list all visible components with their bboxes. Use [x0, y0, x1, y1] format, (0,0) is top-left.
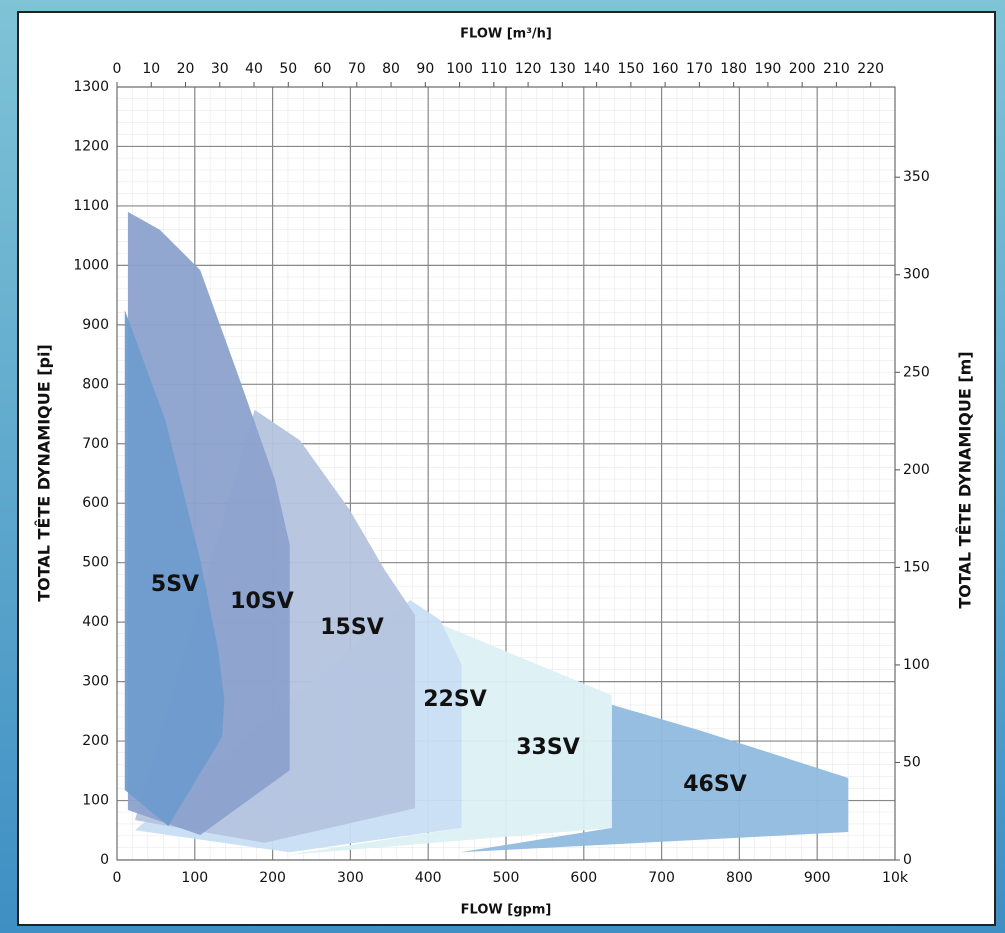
x-tick-label: 800 [726, 870, 753, 886]
x2-tick-label: 0 [113, 61, 122, 77]
x-tick-label: 300 [337, 870, 364, 886]
y-tick-label: 800 [82, 376, 109, 392]
plot-border [116, 86, 896, 861]
x2-tick-label: 30 [211, 61, 229, 77]
x-tick-label: 400 [415, 870, 442, 886]
x-axis-label: FLOW [gpm] [461, 903, 552, 918]
y2-tick-label: 350 [903, 169, 930, 185]
y2-axis-label: TOTAL TÊTE DYNAMIQUE [m] [956, 351, 975, 608]
x2-tick-label: 150 [618, 61, 645, 77]
x2-tick-label: 200 [789, 61, 816, 77]
pump-region [460, 704, 849, 853]
x-tick-label: 10k [882, 870, 909, 886]
x-tick-label: 900 [804, 870, 831, 886]
x2-tick-label: 180 [720, 61, 747, 77]
x2-tick-label: 60 [314, 61, 332, 77]
pump-region [285, 619, 612, 856]
y-tick-label: 1000 [73, 257, 109, 273]
x-tick-label: 600 [570, 870, 597, 886]
y-tick-label: 500 [82, 555, 109, 571]
y-tick-label: 1100 [73, 198, 109, 214]
x2-tick-label: 10 [142, 61, 160, 77]
region-label: 5SV [151, 572, 199, 597]
x-tick-label: 500 [493, 870, 520, 886]
y-tick-label: 300 [82, 674, 109, 690]
region-label: 10SV [230, 589, 294, 614]
x-tick-label: 0 [113, 870, 122, 886]
region-label: 22SV [423, 687, 487, 712]
region-label: 33SV [516, 735, 580, 760]
x2-tick-label: 210 [823, 61, 850, 77]
x2-tick-label: 220 [857, 61, 884, 77]
x2-tick-label: 190 [755, 61, 782, 77]
x2-tick-label: 50 [279, 61, 297, 77]
y2-tick-label: 0 [903, 852, 912, 868]
y-tick-label: 900 [82, 317, 109, 333]
x2-tick-label: 90 [416, 61, 434, 77]
region-label: 15SV [320, 615, 384, 640]
y2-tick-label: 200 [903, 462, 930, 478]
y-tick-label: 0 [100, 852, 109, 868]
y-tick-label: 1300 [73, 79, 109, 95]
x2-tick-label: 160 [652, 61, 679, 77]
y-tick-label: 700 [82, 436, 109, 452]
y2-tick-label: 250 [903, 364, 930, 380]
x2-tick-label: 110 [480, 61, 507, 77]
y2-tick-label: 100 [903, 657, 930, 673]
x2-tick-label: 80 [382, 61, 400, 77]
y2-tick-label: 150 [903, 559, 930, 575]
x-tick-label: 200 [259, 870, 286, 886]
y-tick-label: 600 [82, 495, 109, 511]
x2-axis-label: FLOW [m³/h] [460, 27, 552, 42]
region-label: 46SV [683, 772, 747, 797]
y-tick-label: 200 [82, 733, 109, 749]
x2-tick-label: 140 [583, 61, 610, 77]
x-tick-label: 700 [648, 870, 675, 886]
x2-tick-label: 20 [177, 61, 195, 77]
x2-tick-label: 120 [515, 61, 542, 77]
pump-region [124, 309, 225, 827]
x2-tick-label: 170 [686, 61, 713, 77]
x2-tick-label: 70 [348, 61, 366, 77]
y-axis-label: TOTAL TÊTE DYNAMIQUE [pi] [35, 344, 54, 602]
x-tick-label: 100 [181, 870, 208, 886]
x2-tick-label: 130 [549, 61, 576, 77]
y-tick-label: 1200 [73, 138, 109, 154]
y-tick-label: 100 [82, 793, 109, 809]
x2-tick-label: 40 [245, 61, 263, 77]
x2-tick-label: 100 [446, 61, 473, 77]
y-tick-label: 400 [82, 614, 109, 630]
y2-tick-label: 300 [903, 267, 930, 283]
y2-tick-label: 50 [903, 754, 921, 770]
